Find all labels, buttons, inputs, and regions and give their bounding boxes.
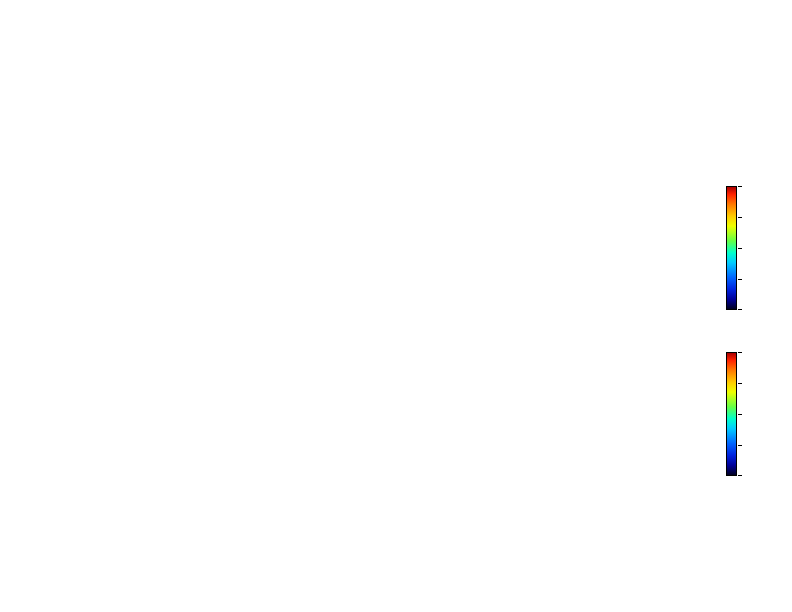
ch1-waveform-plot — [80, 123, 690, 161]
colorbar2-dash-5 — [738, 414, 742, 415]
colorbar-ch2 — [726, 352, 737, 476]
ch2-spectrogram-plot — [80, 331, 690, 486]
colorbar1-dash-6 — [738, 279, 742, 280]
colorbar-ch1 — [726, 186, 737, 310]
colorbar1-dash-5 — [738, 248, 742, 249]
colorbar1-dash-3 — [738, 186, 742, 187]
colorbar1-dash-7 — [738, 309, 742, 310]
colorbar2-dash-6 — [738, 445, 742, 446]
colorbar2-dash-4 — [738, 383, 742, 384]
colorbar2-dash-3 — [738, 352, 742, 353]
colorbar1-dash-4 — [738, 217, 742, 218]
colorbar2-dash-7 — [738, 475, 742, 476]
ch3-waveform-plot — [80, 492, 690, 530]
ch1-spectrogram-plot — [80, 165, 690, 320]
